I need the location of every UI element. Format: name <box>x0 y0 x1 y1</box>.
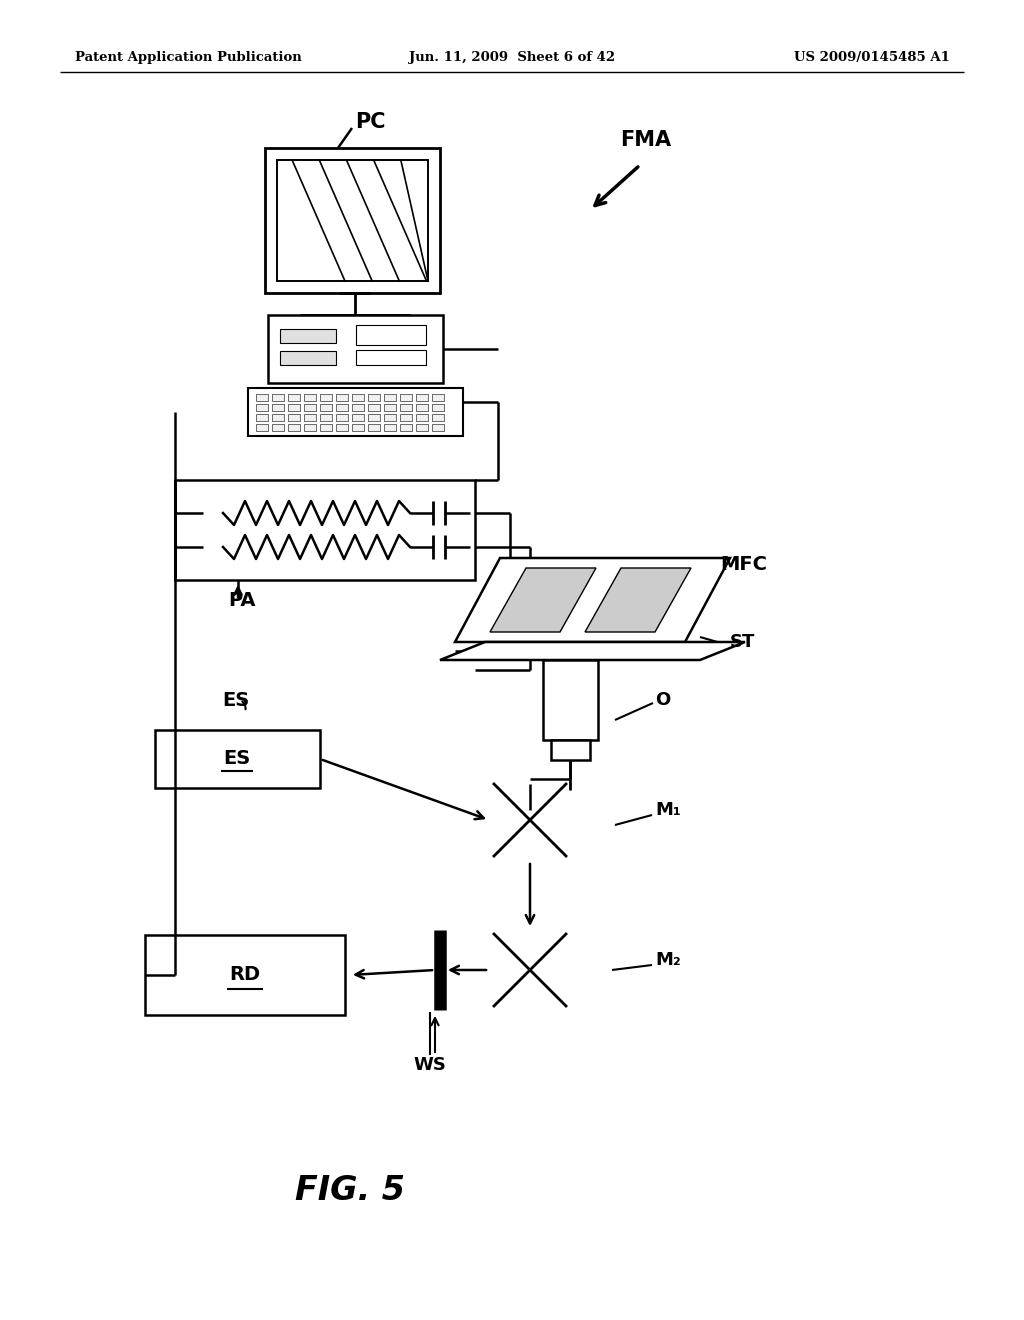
Bar <box>304 404 316 411</box>
Bar <box>416 424 428 432</box>
Bar <box>336 404 348 411</box>
Bar <box>288 414 300 421</box>
Text: ST: ST <box>730 634 756 651</box>
Text: PC: PC <box>355 112 385 132</box>
Bar <box>416 393 428 401</box>
Bar <box>384 424 396 432</box>
Bar <box>319 393 332 401</box>
Bar <box>352 393 364 401</box>
Bar <box>416 414 428 421</box>
Bar <box>432 424 444 432</box>
Bar <box>256 393 268 401</box>
Bar <box>400 414 412 421</box>
Text: MFC: MFC <box>720 556 767 574</box>
Bar <box>400 424 412 432</box>
Bar <box>368 393 380 401</box>
Bar <box>336 414 348 421</box>
Text: FMA: FMA <box>620 129 671 150</box>
Bar <box>278 160 428 281</box>
Bar <box>288 424 300 432</box>
Bar <box>384 393 396 401</box>
Polygon shape <box>585 568 691 632</box>
Bar <box>400 404 412 411</box>
Text: M₂: M₂ <box>655 950 681 969</box>
Bar <box>400 393 412 401</box>
Bar <box>268 315 443 383</box>
Bar <box>256 414 268 421</box>
Text: RD: RD <box>229 965 260 985</box>
Bar <box>384 404 396 411</box>
Polygon shape <box>490 568 596 632</box>
Bar <box>272 424 284 432</box>
Bar <box>319 424 332 432</box>
Bar <box>272 414 284 421</box>
Bar <box>368 414 380 421</box>
Bar <box>336 424 348 432</box>
Bar <box>175 480 475 579</box>
Bar <box>288 404 300 411</box>
Bar <box>304 393 316 401</box>
Bar <box>256 404 268 411</box>
Bar <box>280 329 336 343</box>
Bar <box>280 351 336 366</box>
Bar <box>432 404 444 411</box>
Bar <box>416 404 428 411</box>
Text: WS: WS <box>414 1056 446 1074</box>
Bar <box>278 160 428 281</box>
Bar <box>432 393 444 401</box>
Bar <box>256 424 268 432</box>
Bar <box>368 424 380 432</box>
Bar <box>304 414 316 421</box>
Bar <box>355 325 426 345</box>
Bar <box>319 404 332 411</box>
Bar <box>272 404 284 411</box>
Bar <box>352 414 364 421</box>
Text: FIG. 5: FIG. 5 <box>295 1173 406 1206</box>
Bar <box>432 414 444 421</box>
Bar <box>319 414 332 421</box>
Text: O: O <box>655 690 671 709</box>
Bar <box>304 424 316 432</box>
Text: ES: ES <box>222 690 249 710</box>
Bar <box>368 404 380 411</box>
Bar <box>248 388 463 436</box>
Bar <box>352 424 364 432</box>
Bar <box>384 414 396 421</box>
Bar <box>272 393 284 401</box>
Bar <box>265 148 440 293</box>
Text: US 2009/0145485 A1: US 2009/0145485 A1 <box>795 51 950 65</box>
Bar <box>145 935 345 1015</box>
Text: M₁: M₁ <box>655 801 681 818</box>
Text: Jun. 11, 2009  Sheet 6 of 42: Jun. 11, 2009 Sheet 6 of 42 <box>409 51 615 65</box>
Bar <box>352 404 364 411</box>
Bar <box>288 393 300 401</box>
Text: PA: PA <box>228 590 256 610</box>
Bar <box>336 393 348 401</box>
Text: Patent Application Publication: Patent Application Publication <box>75 51 302 65</box>
Bar <box>355 350 426 366</box>
Polygon shape <box>440 642 745 660</box>
Text: ES: ES <box>223 750 251 768</box>
Bar <box>551 741 590 760</box>
Bar <box>155 730 319 788</box>
Bar <box>543 660 598 741</box>
Polygon shape <box>455 558 730 642</box>
